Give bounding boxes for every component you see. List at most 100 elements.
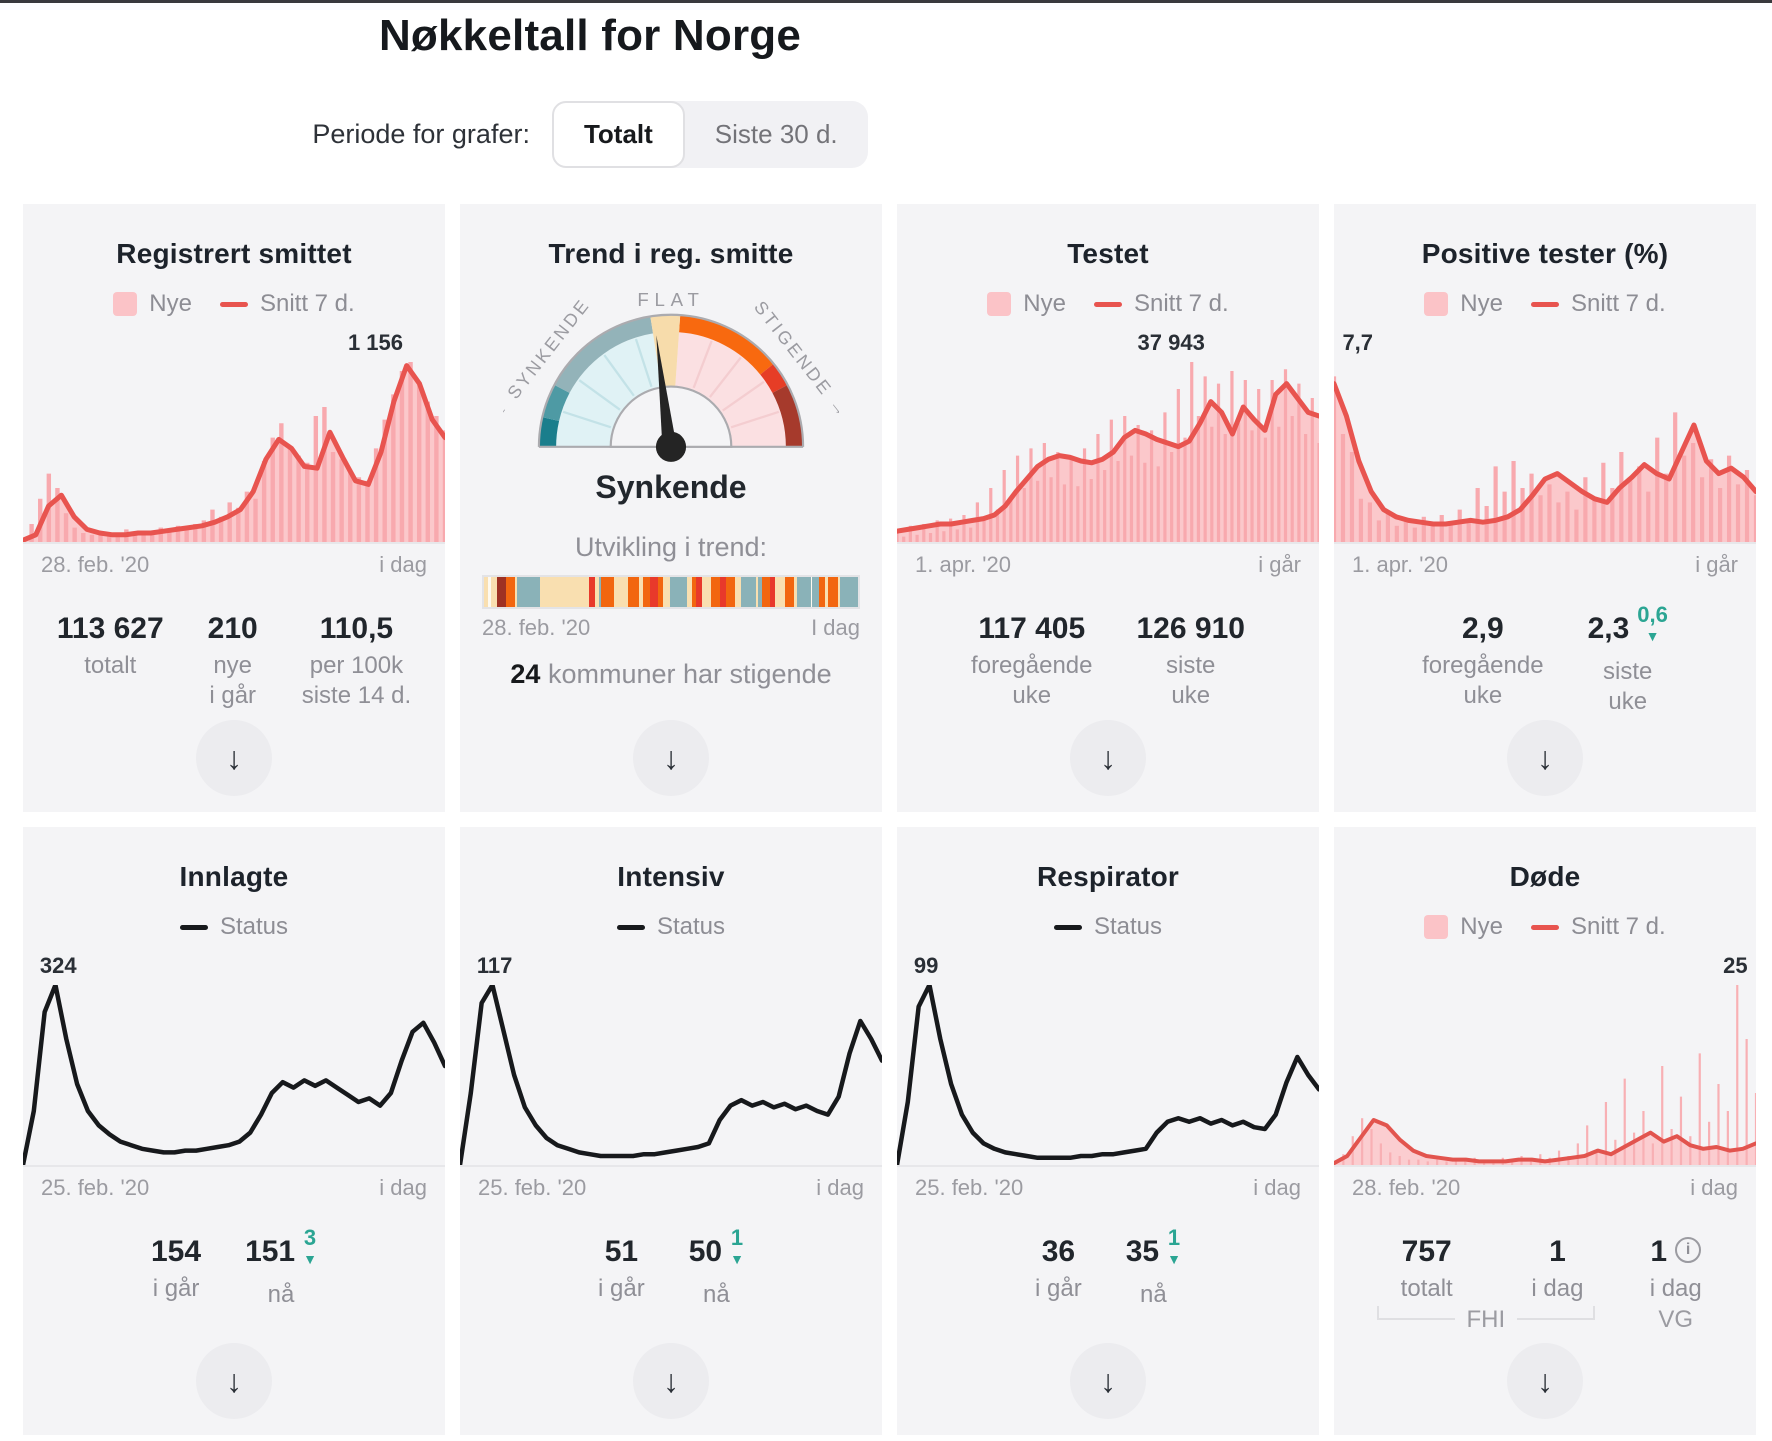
x-axis-end-label: i dag: [816, 1175, 864, 1200]
chart-canvas: [897, 362, 1319, 542]
trend-strip-segment: [757, 577, 762, 607]
trend-strip-segment: [797, 577, 811, 607]
trend-strip-segment: [657, 577, 663, 607]
source-fhi-label: FHI: [1466, 1306, 1506, 1333]
trend-strip-segment: [720, 577, 726, 607]
stats-row: 36 i går 35 1 ▼ nå: [1035, 1227, 1181, 1310]
legend: Nye Snitt 7 d.: [113, 290, 355, 318]
stat-value: 126 910: [1137, 612, 1245, 645]
stat-0: 117 405 foregående uke: [971, 612, 1092, 711]
x-axis-start-label: 28. feb. '20: [482, 615, 591, 640]
expand-arrow-button[interactable]: ↓: [633, 720, 709, 796]
x-axis-end-label: i dag: [379, 1175, 427, 1200]
stat-delta: 1 ▼: [730, 1227, 744, 1267]
trend-strip-segment: [812, 577, 820, 607]
chart-area: 37 943: [897, 330, 1319, 542]
period-toggle[interactable]: Totalt Siste 30 d.: [551, 101, 868, 168]
legend: Nye Snitt 7 d.: [1424, 290, 1666, 318]
footnote-text: kommuner har stigende: [547, 659, 832, 689]
trend-strip-segment: [774, 577, 786, 607]
card-title: Intensiv: [617, 861, 725, 892]
info-icon[interactable]: i: [1675, 1237, 1702, 1263]
chart-area: 117: [460, 953, 882, 1165]
stats-row: 757 totalt 1 i dag 1 i i dag: [1355, 1235, 1735, 1304]
trend-strip-segment: [785, 577, 795, 607]
x-axis-end-label: I dag: [811, 615, 860, 640]
period-label: Periode for grafer:: [312, 119, 530, 149]
card-positive-tester: Positive tester (%) Nye Snitt 7 d. 7,7 1. ap…: [1334, 204, 1756, 812]
x-axis: 28. feb. '20 i dag: [23, 542, 445, 578]
stat-value: 113 627: [57, 612, 164, 645]
card-title: Trend i reg. smitte: [548, 238, 794, 269]
legend: Nye Snitt 7 d.: [1424, 913, 1666, 941]
gauge-needle: [656, 335, 677, 447]
stat-value: 151 3 ▼: [245, 1227, 317, 1274]
x-axis-start-label: 1. apr. '20: [915, 552, 1011, 577]
stat-label: nå: [267, 1281, 295, 1308]
trend-strip-segment: [497, 577, 506, 607]
card-registrert-smittet: Registrert smittet Nye Snitt 7 d. 1 156 28. …: [23, 204, 445, 812]
arrow-down-icon: ↓: [663, 1362, 679, 1399]
stat-label: foregående uke: [971, 652, 1093, 709]
stat-label: totalt: [1400, 1275, 1453, 1302]
legend-item: Snitt 7 d.: [219, 290, 355, 318]
legend: Nye Snitt 7 d.: [987, 290, 1229, 318]
stat-label: foregående uke: [1422, 652, 1544, 709]
stat-0: 2,9 foregående uke: [1422, 612, 1543, 711]
trend-strip-segment: [595, 577, 600, 607]
expand-arrow-button[interactable]: ↓: [633, 1343, 709, 1419]
stat-number: 126 910: [1136, 612, 1245, 645]
peak-value-label: 117: [476, 953, 513, 978]
legend-pink-square-icon: [987, 292, 1012, 316]
trend-strip-segment: [488, 577, 492, 607]
stat-delta: 3 ▼: [303, 1227, 317, 1267]
period-option-siste-30-d[interactable]: Siste 30 d.: [685, 101, 868, 168]
legend-label: Status: [656, 913, 726, 940]
expand-arrow-button[interactable]: ↓: [1070, 720, 1146, 796]
stat-value: 36: [1035, 1235, 1082, 1268]
stat-1: 35 1 ▼ nå: [1126, 1227, 1181, 1310]
legend-item: Snitt 7 d.: [1530, 913, 1666, 941]
gauge-flat-label: FLAT: [637, 289, 704, 310]
period-option-totalt[interactable]: Totalt: [551, 101, 685, 168]
trend-strip-segment: [638, 577, 643, 607]
legend-pink-square-icon: [1424, 915, 1449, 939]
legend-label: Snitt 7 d.: [259, 290, 355, 317]
expand-arrow-button[interactable]: ↓: [1507, 720, 1583, 796]
expand-arrow-button[interactable]: ↓: [1070, 1343, 1146, 1419]
legend-label: Snitt 7 d.: [1133, 290, 1229, 317]
stat-value: 757: [1355, 1235, 1498, 1268]
trend-strip-segment: [691, 577, 696, 607]
trend-strip-segment: [614, 577, 629, 607]
stat-number: 113 627: [56, 612, 164, 645]
legend-item: Status: [616, 913, 726, 941]
arrow-down-triangle-icon: ▼: [730, 1251, 744, 1267]
expand-arrow-button[interactable]: ↓: [1507, 1343, 1583, 1419]
expand-arrow-button[interactable]: ↓: [196, 1343, 272, 1419]
x-axis-end-label: i går: [1695, 552, 1738, 577]
stat-value: 35 1 ▼: [1126, 1227, 1181, 1274]
stat-1: 2,3 0,6 ▼ siste uke: [1588, 604, 1668, 717]
legend-label: Snitt 7 d.: [1570, 913, 1666, 940]
arrow-down-icon: ↓: [1537, 1362, 1553, 1399]
x-axis-end-label: i dag: [1253, 1175, 1301, 1200]
expand-arrow-button[interactable]: ↓: [196, 720, 272, 796]
x-axis: 25. feb. '20 i dag: [23, 1165, 445, 1201]
x-axis-start-label: 1. apr. '20: [1352, 552, 1448, 577]
trend-strip-segment: [840, 577, 858, 607]
x-axis-end-label: i dag: [379, 552, 427, 577]
peak-value-label: 37 943: [1137, 330, 1205, 355]
footnote-count: 24: [510, 659, 541, 689]
stat-number: 1: [1549, 1235, 1566, 1268]
legend-item: Snitt 7 d.: [1530, 290, 1666, 318]
x-axis-end-label: i dag: [1690, 1175, 1738, 1200]
trend-strip-segment: [755, 577, 758, 607]
trend-strip-segment: [819, 577, 826, 607]
peak-value-label: 99: [913, 953, 939, 978]
stat-label: siste uke: [1166, 652, 1216, 709]
legend-red-line-icon: [1093, 301, 1122, 307]
trend-strip-segment: [516, 577, 541, 607]
arrow-down-icon: ↓: [1537, 739, 1553, 776]
